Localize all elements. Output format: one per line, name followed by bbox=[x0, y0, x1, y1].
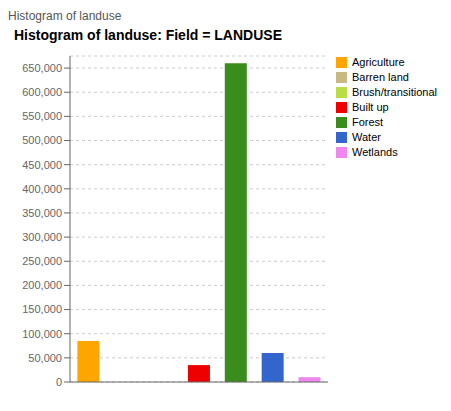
svg-text:550,000: 550,000 bbox=[22, 110, 62, 122]
svg-text:450,000: 450,000 bbox=[22, 159, 62, 171]
html-text:Brush/transitional: Brush/transitional bbox=[352, 86, 437, 98]
svg-text:600,000: 600,000 bbox=[22, 86, 62, 98]
svg-text:350,000: 350,000 bbox=[22, 207, 62, 219]
svg-text:0: 0 bbox=[56, 376, 62, 388]
svg-text:500,000: 500,000 bbox=[22, 134, 62, 146]
svg-text:200,000: 200,000 bbox=[22, 279, 62, 291]
html-text:Histogram of landuse: Field =: Histogram of landuse: Field = LANDUSE bbox=[14, 27, 282, 43]
html-text:Forest: Forest bbox=[352, 116, 384, 128]
svg-text:300,000: 300,000 bbox=[22, 231, 62, 243]
html-text:Built up: Built up bbox=[352, 101, 389, 113]
svg-text:150,000: 150,000 bbox=[22, 303, 62, 315]
svg-text:400,000: 400,000 bbox=[22, 183, 62, 195]
html-text:Water: Water bbox=[352, 131, 381, 143]
html-text:Histogram of landuse: Histogram of landuse bbox=[8, 9, 122, 23]
svg-text:100,000: 100,000 bbox=[22, 328, 62, 340]
html-text:Agriculture: Agriculture bbox=[352, 56, 405, 68]
svg-text:650,000: 650,000 bbox=[22, 62, 62, 74]
html-text:Barren land: Barren land bbox=[352, 71, 409, 83]
svg-text:50,000: 50,000 bbox=[28, 352, 62, 364]
html-text:Wetlands: Wetlands bbox=[352, 146, 398, 158]
svg-text:250,000: 250,000 bbox=[22, 255, 62, 267]
